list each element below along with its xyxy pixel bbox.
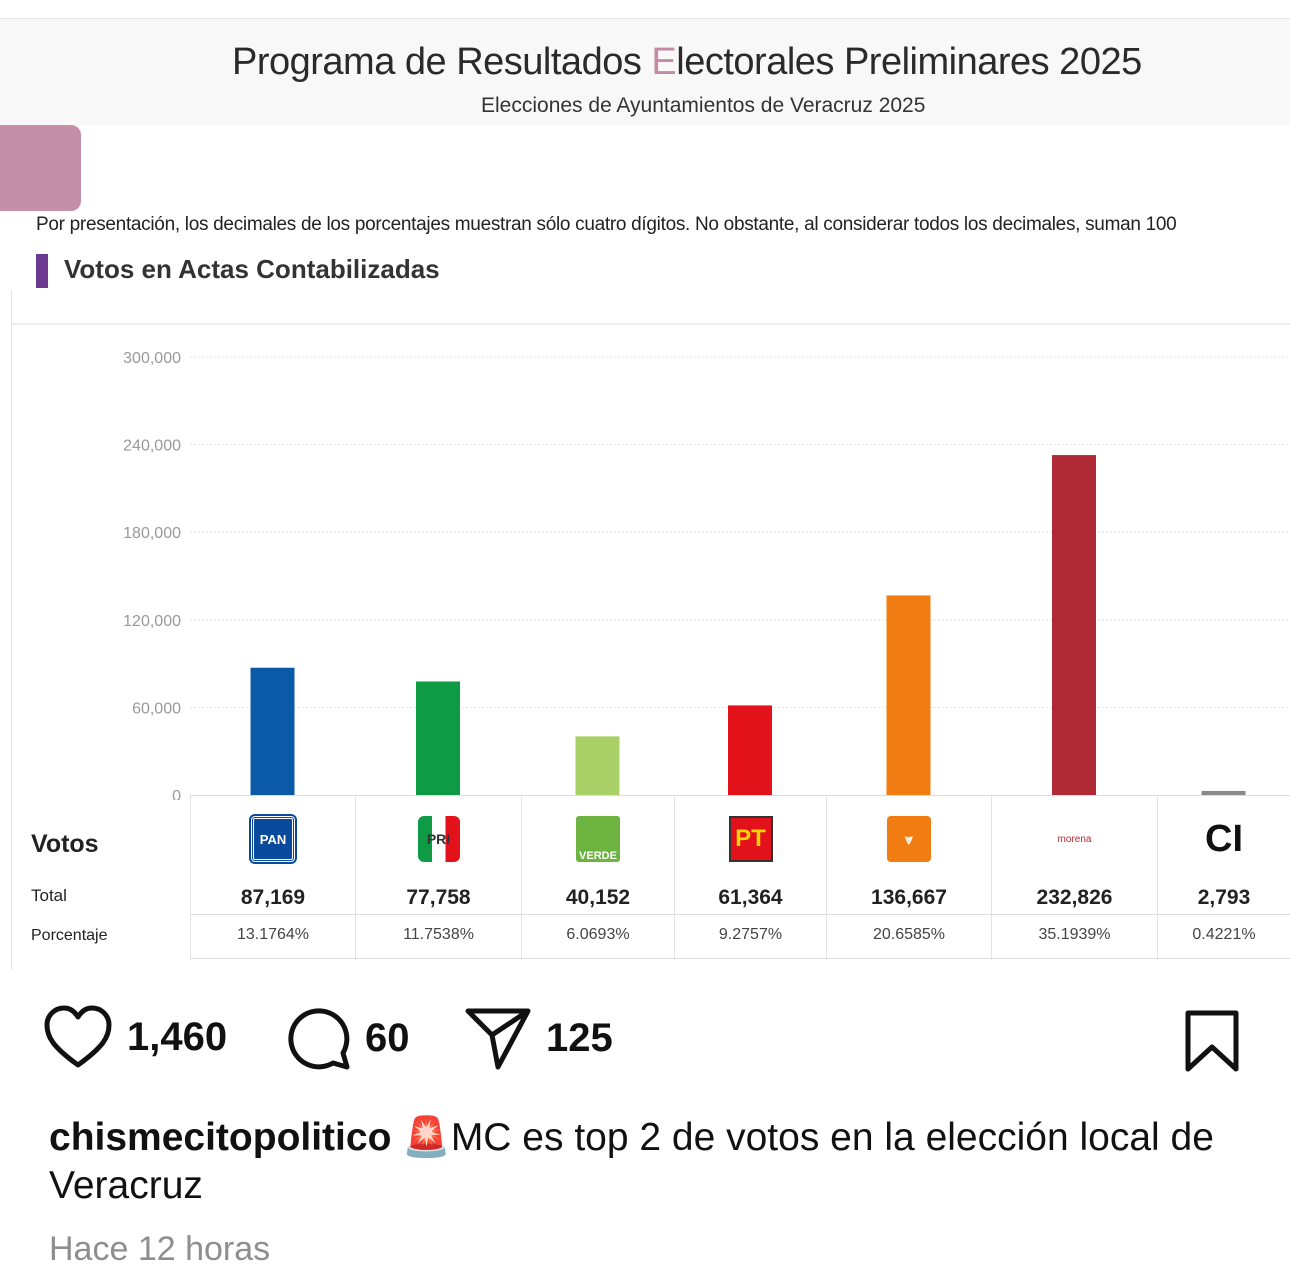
divider: [190, 914, 1290, 915]
y-tick-label: 300,000: [123, 350, 181, 367]
party-column: VERDE 40,152 6.0693%: [521, 796, 674, 960]
vote-total: 77,758: [406, 886, 471, 909]
siren-emoji: 🚨: [402, 1116, 451, 1159]
row-label-total: Total: [31, 886, 67, 905]
post-timestamp: Hace 12 horas: [49, 1230, 271, 1268]
post-actions: 1,460 60 125: [0, 1005, 1290, 1075]
party-column: PT 61,364 9.2757%: [674, 796, 826, 960]
bar-mc: [886, 595, 931, 795]
divider: [11, 290, 12, 970]
party-logo-morena: morena: [1057, 833, 1092, 845]
party-column: ⩔ 136,667 20.6585%: [826, 796, 991, 960]
bar-pvem: [575, 736, 620, 795]
y-tick-label: 60,000: [132, 700, 181, 717]
y-tick-label: 120,000: [123, 613, 181, 630]
menu-tab: [0, 125, 81, 211]
vote-percentage: 20.6585%: [872, 926, 946, 943]
like-count: 1,460: [127, 1014, 228, 1059]
title-part: lectorales Preliminares 2025: [676, 41, 1142, 83]
vote-percentage: 9.2757%: [718, 926, 783, 943]
y-tick-label: 180,000: [123, 525, 181, 542]
divider: [12, 323, 1290, 325]
bar-pan: [250, 667, 295, 795]
vote-percentage: 6.0693%: [566, 926, 630, 943]
comment-count: 60: [365, 1015, 410, 1060]
bar-morena: [1052, 455, 1096, 795]
like-button[interactable]: 1,460: [43, 1005, 227, 1069]
share-count: 125: [546, 1015, 613, 1060]
percentage-note: Por presentación, los decimales de los p…: [36, 214, 1177, 235]
page-title: Programa de Resultados Electorales Preli…: [232, 41, 1142, 84]
prep-header: Programa de Resultados Electorales Preli…: [0, 18, 1290, 126]
vote-total: 40,152: [565, 886, 631, 909]
vote-percentage: 35.1939%: [1038, 926, 1111, 943]
vote-percentage: 11.7538%: [403, 926, 474, 943]
bar-pri: [416, 681, 460, 795]
party-column: PAN 87,169 13.1764%: [190, 796, 355, 960]
bar-ci: [1201, 790, 1246, 795]
heart-icon: [44, 1005, 112, 1068]
party-logo-pan: PAN: [249, 814, 297, 864]
party-logo-pvem: VERDE: [576, 816, 620, 862]
vote-percentage: 0.4221%: [1192, 926, 1256, 943]
page-subtitle: Elecciones de Ayuntamientos de Veracruz …: [481, 94, 926, 117]
username-link[interactable]: chismecitopolitico: [49, 1116, 392, 1159]
send-icon: [465, 1008, 531, 1070]
bookmark-icon[interactable]: [1184, 1009, 1240, 1073]
vote-total: 136,667: [871, 886, 947, 909]
comment-icon: [288, 1008, 350, 1070]
vote-total: 232,826: [1036, 886, 1113, 909]
section-title: Votos en Actas Contabilizadas: [36, 254, 440, 288]
shared-screenshot: Programa de Resultados Electorales Preli…: [0, 18, 1290, 970]
party-column: CI 2,793 0.4221%: [1157, 796, 1290, 960]
vote-total: 2,793: [1197, 886, 1251, 909]
caption-text: MC es top 2 de votos en la elección loca…: [49, 1116, 1214, 1207]
party-logo-pt: PT: [728, 816, 773, 862]
bar-chart: 300,000 240,000 180,000 120,000 60,000 0: [123, 350, 1290, 800]
vote-percentage: 13.1764%: [236, 926, 310, 943]
row-label-porcentaje: Porcentaje: [31, 927, 108, 944]
party-logo-ci: CI: [1205, 817, 1243, 860]
party-logo-mc: ⩔: [887, 816, 931, 862]
title-part: Programa de Resultados: [232, 41, 652, 83]
row-label-votos: Votos: [31, 830, 99, 858]
comment-button[interactable]: 60: [285, 1005, 410, 1071]
party-logo-pri: PRI: [417, 816, 460, 862]
post-caption: chismecitopolitico 🚨MC es top 2 de votos…: [49, 1114, 1249, 1210]
share-button[interactable]: 125: [464, 1005, 613, 1071]
y-tick-label: 0: [172, 788, 181, 800]
bar-pt: [728, 705, 772, 795]
y-tick-label: 240,000: [123, 438, 181, 455]
results-table: PAN 87,169 13.1764% PRI 77,758 11.7538% VERDE 4…: [190, 795, 1290, 960]
party-column: morena 232,826 35.1939%: [991, 796, 1157, 960]
vote-total: 61,364: [718, 886, 783, 909]
party-column: PRI 77,758 11.7538%: [355, 796, 521, 960]
title-part: E: [651, 41, 677, 83]
vote-total: 87,169: [240, 886, 306, 909]
